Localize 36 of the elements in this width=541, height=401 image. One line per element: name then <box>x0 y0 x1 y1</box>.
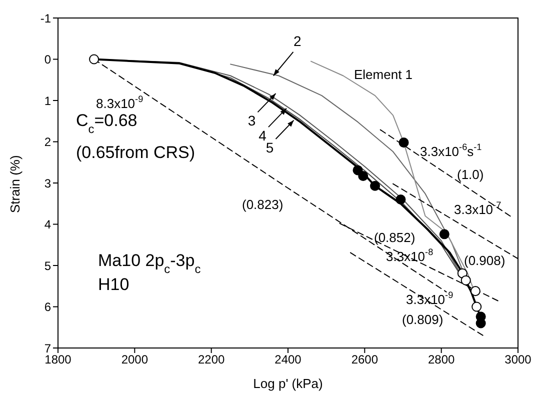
x-tick-label: 3000 <box>504 352 532 367</box>
annotation: H10 <box>98 275 130 294</box>
x-tick-label: 2600 <box>351 352 378 367</box>
annotation: 8.3x10$^{-9}$ <box>96 94 144 112</box>
x-tick-label: 2000 <box>121 352 148 367</box>
x-tick-label: 1800 <box>44 352 72 367</box>
y-axis-title: Strain (%) <box>8 155 23 213</box>
y-tick-label: 2 <box>44 135 52 150</box>
annotation: (0.809) <box>402 312 444 328</box>
annotation: 3 <box>248 112 256 128</box>
annotation: 2 <box>294 32 302 49</box>
annotation: 3.3x10$^{-6}$s$^{-1}$ <box>420 142 482 160</box>
annotation: 3.3x10$^{-9}$ <box>406 290 454 308</box>
y-tick-label: 7 <box>44 341 52 356</box>
x-tick-label: 2200 <box>198 352 226 367</box>
y-tick-label: 0 <box>44 52 52 67</box>
y-tick-label: -1 <box>40 11 52 26</box>
y-tick-label: 1 <box>44 94 52 108</box>
y-tick-label: 4 <box>44 218 52 232</box>
annotation: (0.65from CRS) <box>76 143 196 162</box>
x-axis-title: Log p' (kPa) <box>253 376 323 391</box>
annotation: C$_{c}$=0.68 <box>76 111 138 136</box>
annotation: 5 <box>266 139 274 156</box>
annotation: (0.823) <box>242 197 284 212</box>
y-tick-label: 6 <box>44 300 52 314</box>
y-tick-label: 3 <box>44 176 52 190</box>
x-tick-label: 2400 <box>274 352 302 367</box>
y-tick-label: 5 <box>44 258 52 273</box>
annotation: (0.908) <box>464 253 506 268</box>
annotation: (1.0) <box>457 167 484 182</box>
annotation: 4 <box>258 127 267 144</box>
annotation: 3.3x10$^{-7}$ <box>454 200 502 218</box>
x-tick-label: 2800 <box>428 352 456 367</box>
annotation: Element 1 <box>354 67 413 82</box>
annotation: (0.852) <box>374 230 416 246</box>
annotation: Ma10 2p$_{c}$-3p$_{c}$ <box>98 251 201 276</box>
